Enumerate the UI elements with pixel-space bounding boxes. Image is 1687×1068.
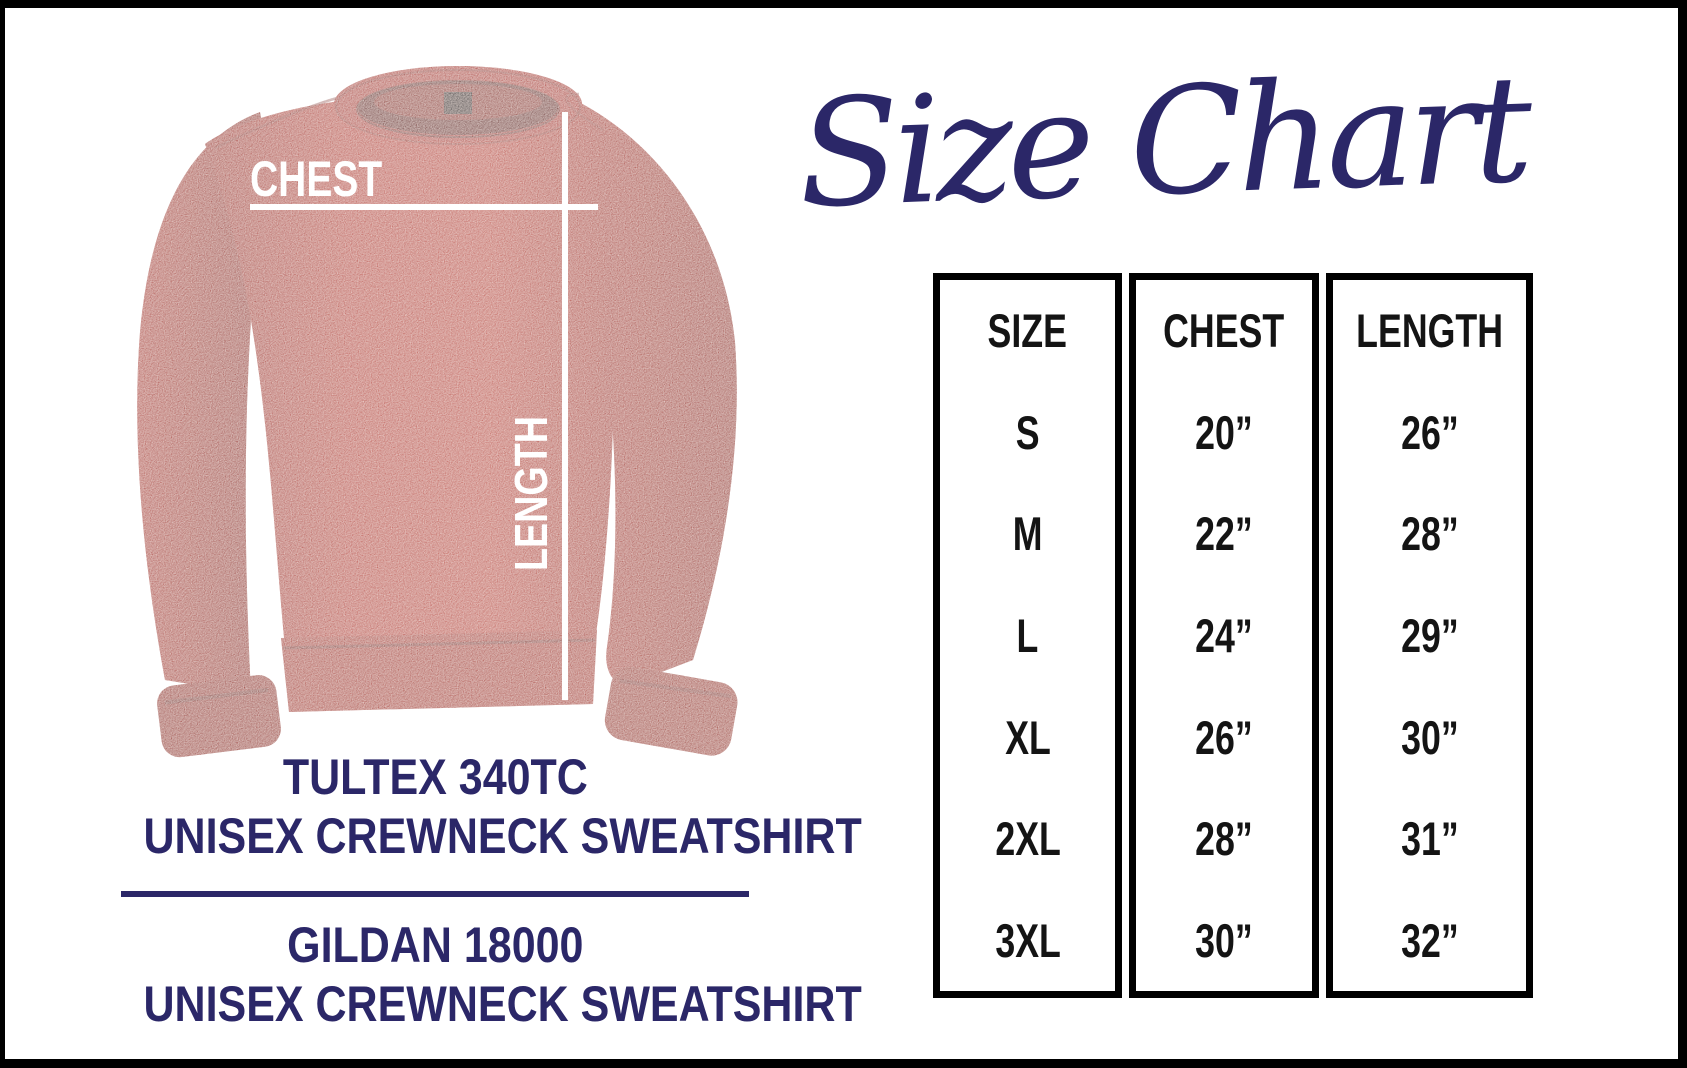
table-cell: S <box>1015 405 1040 459</box>
table-cell: 26” <box>1195 710 1253 764</box>
table-cell: 2XL <box>994 812 1061 866</box>
table-cell: 24” <box>1195 608 1253 662</box>
table-cell: 28” <box>1195 812 1253 866</box>
column-header-size: SIZE <box>987 304 1068 358</box>
table-cell: 20” <box>1195 405 1253 459</box>
size-chart-table: SIZE S M L XL 2XL 3XL CHEST 20” 22” 24” … <box>933 273 1533 998</box>
table-cell: L <box>1016 608 1039 662</box>
table-cell: M <box>1012 507 1043 561</box>
size-column: SIZE S M L XL 2XL 3XL <box>933 273 1123 998</box>
chest-measure-label: CHEST <box>250 150 419 208</box>
product-style-tultex: UNISEX CREWNECK SWEATSHIRT <box>143 808 862 864</box>
table-cell: 29” <box>1400 608 1459 662</box>
table-cell: 30” <box>1195 913 1253 967</box>
page-title: Size Chart <box>795 43 1530 241</box>
table-cell: 22” <box>1195 507 1253 561</box>
length-measure-label: LENGTH <box>505 415 557 572</box>
table-cell: 3XL <box>994 913 1061 967</box>
product-style-gildan: UNISEX CREWNECK SWEATSHIRT <box>143 976 862 1032</box>
table-cell: 31” <box>1400 812 1459 866</box>
column-header-chest: CHEST <box>1163 304 1285 358</box>
product-name-tultex: TULTEX 340TC <box>282 749 588 805</box>
chest-measure-label-text: CHEST <box>250 151 383 207</box>
chest-measurement-line <box>250 204 598 210</box>
table-cell: 32” <box>1400 913 1459 967</box>
product-name-gildan: GILDAN 18000 <box>286 917 584 973</box>
chest-column: CHEST 20” 22” 24” 26” 28” 30” <box>1129 273 1319 998</box>
table-cell: 26” <box>1400 405 1459 459</box>
product-info-block: TULTEX 340TC UNISEX CREWNECK SWEATSHIRT … <box>85 748 862 1034</box>
sweatshirt-image <box>137 66 738 758</box>
table-cell: 30” <box>1400 710 1459 764</box>
divider <box>121 891 749 897</box>
table-cell: XL <box>1004 710 1051 764</box>
table-cell: 28” <box>1400 507 1459 561</box>
length-column: LENGTH 26” 28” 29” 30” 31” 32” <box>1325 273 1533 998</box>
length-measurement-line <box>562 112 568 700</box>
column-header-length: LENGTH <box>1355 304 1503 358</box>
